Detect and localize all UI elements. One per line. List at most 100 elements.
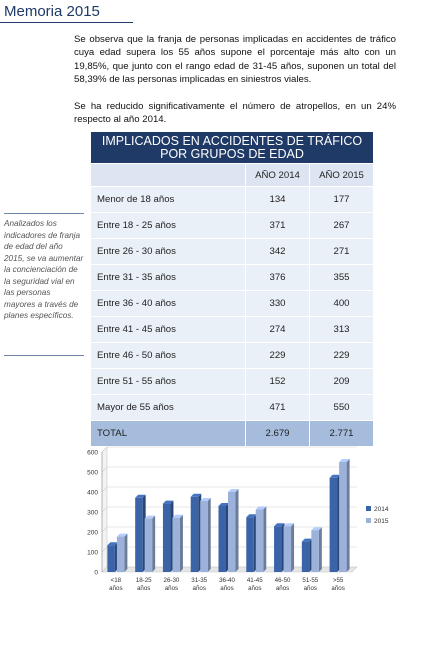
bar-2014 bbox=[246, 517, 254, 572]
x-tick-label-unit: años bbox=[109, 585, 122, 592]
row-value-2014: 134 bbox=[245, 186, 310, 213]
table-row: Entre 36 - 40 años 330 400 bbox=[90, 290, 374, 317]
row-value-2014: 229 bbox=[245, 342, 310, 369]
table-title-line-1: IMPLICADOS EN ACCIDENTES DE TRÁFICO bbox=[101, 133, 363, 148]
row-value-2014: 342 bbox=[245, 238, 310, 265]
body-paragraph-1: Se observa que la franja de personas imp… bbox=[74, 34, 396, 85]
row-value-2015: 400 bbox=[309, 290, 374, 317]
y-tick-label: 600 bbox=[87, 450, 98, 457]
x-tick-label: 36-40 bbox=[219, 577, 235, 584]
gridline-diagonal bbox=[101, 566, 108, 573]
row-label: Entre 36 - 40 años bbox=[90, 290, 246, 317]
chart-svg: 0100200300400500600<18años18-25años26-30… bbox=[87, 446, 389, 592]
bar-top-2014 bbox=[107, 542, 118, 546]
x-tick-label-unit: años bbox=[248, 585, 261, 592]
bar-2014 bbox=[107, 545, 115, 572]
row-value-2015: 267 bbox=[309, 212, 374, 239]
total-value-2015: 2.771 bbox=[309, 420, 374, 447]
gridline-diagonal bbox=[101, 506, 108, 513]
bar-top-2015 bbox=[172, 514, 183, 518]
y-tick-label: 0 bbox=[94, 570, 98, 577]
x-tick-label: 51-55 bbox=[302, 577, 318, 584]
row-value-2015: 229 bbox=[309, 342, 374, 369]
table-total-row: TOTAL 2.679 2.771 bbox=[90, 420, 374, 447]
legend-label: 2014 bbox=[374, 506, 389, 513]
table-row: Entre 41 - 45 años 274 313 bbox=[90, 316, 374, 343]
gridline-diagonal bbox=[101, 446, 108, 453]
x-tick-label: >55 bbox=[333, 577, 344, 584]
bar-2015 bbox=[311, 530, 319, 572]
age-group-table: IMPLICADOS EN ACCIDENTES DE TRÁFICO POR … bbox=[90, 131, 374, 447]
x-tick-label-unit: años bbox=[304, 585, 317, 592]
bar-side-2015 bbox=[124, 533, 128, 572]
y-tick-label: 100 bbox=[87, 550, 98, 557]
table-header-2014: AÑO 2014 bbox=[245, 163, 310, 187]
bar-side-2015 bbox=[263, 506, 267, 572]
table-row: Mayor de 55 años 471 550 bbox=[90, 394, 374, 421]
bar-2014 bbox=[329, 477, 338, 572]
bar-2015 bbox=[283, 526, 292, 572]
row-value-2014: 274 bbox=[245, 316, 310, 343]
row-label: Entre 51 - 55 años bbox=[90, 368, 246, 395]
bar-2014 bbox=[218, 506, 226, 572]
header-rule bbox=[0, 22, 133, 23]
bar-top-2014 bbox=[274, 523, 285, 527]
bar-2015 bbox=[339, 462, 347, 572]
gridline-diagonal bbox=[101, 466, 108, 473]
bar-2015 bbox=[255, 509, 264, 572]
row-label: Entre 18 - 25 años bbox=[90, 212, 246, 239]
bar-side-2015 bbox=[179, 514, 183, 572]
bar-2014 bbox=[301, 541, 310, 572]
x-tick-label: <18 bbox=[111, 577, 122, 584]
bar-top-2014 bbox=[301, 538, 313, 542]
row-value-2015: 209 bbox=[309, 368, 374, 395]
bar-side-2015 bbox=[346, 459, 350, 572]
bar-top-2015 bbox=[311, 527, 322, 531]
page-header: Memoria 2015 bbox=[0, 0, 442, 26]
bar-top-2015 bbox=[339, 459, 350, 462]
bar-top-2014 bbox=[246, 514, 257, 518]
bar-2015 bbox=[116, 536, 125, 572]
row-value-2014: 371 bbox=[245, 212, 310, 239]
x-tick-label-unit: años bbox=[220, 585, 233, 592]
bar-side-2015 bbox=[207, 498, 211, 572]
y-tick-label: 500 bbox=[87, 470, 98, 477]
x-tick-label: 41-45 bbox=[247, 577, 263, 584]
table-row: Menor de 18 años 134 177 bbox=[90, 186, 374, 213]
sidenote-text: Analizados los indicadores de franja de … bbox=[4, 219, 84, 320]
bar-side-2015 bbox=[235, 489, 239, 572]
x-tick-label: 26-30 bbox=[164, 577, 180, 584]
row-label: Entre 26 - 30 años bbox=[90, 238, 246, 265]
sidenote: Analizados los indicadores de franja de … bbox=[4, 213, 84, 356]
x-tick-label: 46-50 bbox=[275, 577, 291, 584]
bar-2015 bbox=[144, 518, 153, 572]
bar-2014 bbox=[274, 526, 282, 572]
bar-side-2015 bbox=[152, 515, 156, 572]
bar-2014 bbox=[162, 503, 171, 572]
x-tick-label-unit: años bbox=[331, 585, 344, 592]
gridline-diagonal bbox=[101, 526, 108, 533]
body-paragraph-2: Se ha reducido significativamente el núm… bbox=[74, 101, 396, 126]
table-row: Entre 31 - 35 años 376 355 bbox=[90, 264, 374, 291]
x-tick-label: 18-25 bbox=[136, 577, 152, 584]
total-label: TOTAL bbox=[90, 420, 246, 447]
row-value-2015: 355 bbox=[309, 264, 374, 291]
sidenote-rule-bottom bbox=[4, 355, 84, 356]
table-title-line-2: POR GRUPOS DE EDAD bbox=[160, 146, 304, 161]
age-group-bar-chart: 0 100 200 300 400 500 600 <18 años 18-25 años 26-30… bbox=[70, 436, 442, 606]
table-row: Entre 26 - 30 años 342 271 bbox=[90, 238, 374, 265]
bar-2015 bbox=[172, 517, 180, 572]
bar-2014 bbox=[190, 496, 199, 572]
row-value-2014: 330 bbox=[245, 290, 310, 317]
row-label: Entre 41 - 45 años bbox=[90, 316, 246, 343]
table-header-2015: AÑO 2015 bbox=[309, 163, 374, 187]
row-value-2015: 313 bbox=[309, 316, 374, 343]
row-value-2014: 376 bbox=[245, 264, 310, 291]
row-label: Entre 46 - 50 años bbox=[90, 342, 246, 369]
row-label: Entre 31 - 35 años bbox=[90, 264, 246, 291]
row-label: Mayor de 55 años bbox=[90, 394, 246, 421]
bar-side-2015 bbox=[291, 523, 295, 572]
bar-top-2015 bbox=[116, 533, 128, 537]
bar-top-2014 bbox=[218, 503, 229, 506]
table-row: Entre 51 - 55 años 152 209 bbox=[90, 368, 374, 395]
